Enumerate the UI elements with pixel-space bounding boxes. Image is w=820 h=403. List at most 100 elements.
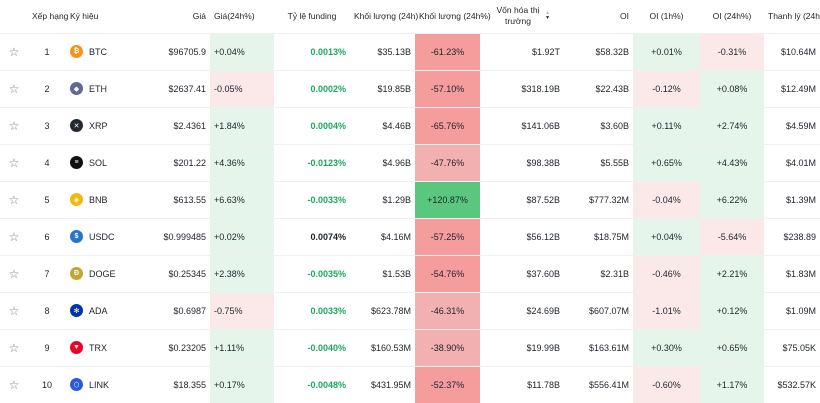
price-cell: $201.22 <box>142 143 210 181</box>
table-row[interactable]: ☆ 2 ◆ ETH $2637.41 -0.05% 0.0002% $19.85B -57.10… <box>0 69 820 107</box>
volume-change-cell: -52.37% <box>415 365 480 403</box>
favorite-star-icon[interactable]: ☆ <box>8 44 20 59</box>
price-cell: $18.355 <box>142 365 210 403</box>
volume-cell: $35.13B <box>350 32 415 70</box>
symbol-cell[interactable]: Ð DOGE <box>70 267 138 280</box>
market-cap-cell: $141.06B <box>480 106 564 144</box>
favorite-star-icon[interactable]: ☆ <box>8 118 20 133</box>
symbol-cell[interactable]: $ USDC <box>70 230 138 243</box>
price-cell: $0.6987 <box>142 291 210 329</box>
funding-rate-cell: 0.0013% <box>274 32 350 70</box>
price-change-cell: +0.04% <box>210 32 274 70</box>
xrp-icon: ✕ <box>70 119 83 132</box>
oi-24h-cell: -0.31% <box>700 32 764 70</box>
table-row[interactable]: ☆ 4 ≡ SOL $201.22 +4.36% -0.0123% $4.96B -47.76%… <box>0 143 820 181</box>
funding-rate-cell: -0.0033% <box>274 180 350 218</box>
rank-cell: 7 <box>28 254 66 292</box>
table-row[interactable]: ☆ 6 $ USDC $0.999485 +0.02% 0.0074% $4.16M -57.2… <box>0 217 820 255</box>
dogecoin-icon: Ð <box>70 267 83 280</box>
oi-24h-cell: +2.74% <box>700 106 764 144</box>
cardano-icon: ✻ <box>70 304 83 317</box>
header-liquidation-24h[interactable]: Thanh lý (24h) <box>768 11 820 22</box>
table-row[interactable]: ☆ 3 ✕ XRP $2.4361 +1.84% 0.0004% $4.46B -65.76% $… <box>0 106 820 144</box>
market-cap-cell: $11.78B <box>480 365 564 403</box>
table-row[interactable]: ☆ 8 ✻ ADA $0.6987 -0.75% 0.0033% $623.78M -46.31… <box>0 291 820 329</box>
symbol-cell[interactable]: ▼ TRX <box>70 341 138 354</box>
open-interest-cell: $22.43B <box>564 69 633 107</box>
favorite-star-icon[interactable]: ☆ <box>8 303 20 318</box>
favorite-star-icon[interactable]: ☆ <box>8 192 20 207</box>
header-volume-24h[interactable]: Khối lượng (24h) <box>354 11 419 22</box>
favorite-star-icon[interactable]: ☆ <box>8 155 20 170</box>
symbol-label: ADA <box>89 305 108 316</box>
price-change-cell: +1.11% <box>210 328 274 366</box>
liquidation-cell: $12.49M <box>764 69 820 107</box>
liquidation-cell: $1.09M <box>764 291 820 329</box>
header-market-cap[interactable]: Vốn hóa thị trường ▲ ▼ <box>480 0 564 33</box>
oi-24h-cell: +1.17% <box>700 365 764 403</box>
liquidation-cell: $10.64M <box>764 32 820 70</box>
volume-cell: $431.95M <box>350 365 415 403</box>
volume-cell: $160.53M <box>350 328 415 366</box>
header-oi-1h[interactable]: OI (1h%) <box>649 11 684 22</box>
table-row[interactable]: ☆ 7 Ð DOGE $0.25345 +2.38% -0.0035% $1.53B -54.7… <box>0 254 820 292</box>
volume-cell: $1.53B <box>350 254 415 292</box>
funding-rate-cell: -0.0048% <box>274 365 350 403</box>
volume-change-cell: -61.23% <box>415 32 480 70</box>
oi-1h-cell: -0.04% <box>633 180 700 218</box>
volume-change-cell: +120.87% <box>415 180 480 218</box>
funding-rate-cell: 0.0033% <box>274 291 350 329</box>
volume-cell: $623.78M <box>350 291 415 329</box>
symbol-cell[interactable]: ⬡ LINK <box>70 378 138 392</box>
table-header-row: Xếp hạng Ký hiệu Giá Giá(24h%) Tỷ lệ fun… <box>0 0 820 33</box>
table-row[interactable]: ☆ 1 ₿ BTC $96705.9 +0.04% 0.0013% $35.13B -61.23… <box>0 32 820 70</box>
open-interest-cell: $58.32B <box>564 32 633 70</box>
sort-icon[interactable]: ▲ ▼ <box>545 10 550 22</box>
volume-change-cell: -57.25% <box>415 217 480 255</box>
symbol-cell[interactable]: ✕ XRP <box>70 119 138 132</box>
funding-rate-cell: -0.0035% <box>274 254 350 292</box>
oi-24h-cell: +0.08% <box>700 69 764 107</box>
oi-1h-cell: -0.46% <box>633 254 700 292</box>
solana-icon: ≡ <box>70 156 83 169</box>
favorite-star-icon[interactable]: ☆ <box>8 266 20 281</box>
tron-icon: ▼ <box>70 341 83 354</box>
oi-24h-cell: +0.65% <box>700 328 764 366</box>
oi-1h-cell: +0.30% <box>633 328 700 366</box>
table-row[interactable]: ☆ 5 ◈ BNB $613.55 +6.63% -0.0033% $1.29B +120.87… <box>0 180 820 218</box>
favorite-star-icon[interactable]: ☆ <box>8 340 20 355</box>
header-funding-rate[interactable]: Tỷ lệ funding <box>287 11 337 22</box>
header-oi-24h[interactable]: OI (24h%) <box>712 11 752 22</box>
favorite-star-icon[interactable]: ☆ <box>8 81 20 96</box>
volume-change-cell: -47.76% <box>415 143 480 181</box>
header-symbol[interactable]: Ký hiệu <box>70 11 99 22</box>
symbol-cell[interactable]: ₿ BTC <box>70 45 138 58</box>
table-row[interactable]: ☆ 10 ⬡ LINK $18.355 +0.17% -0.0048% $431.95M -52… <box>0 365 820 403</box>
header-volume-change-24h[interactable]: Khối lượng (24h%) <box>419 11 491 22</box>
symbol-cell[interactable]: ✻ ADA <box>70 304 138 317</box>
liquidation-cell: $532.57K <box>764 365 820 403</box>
symbol-cell[interactable]: ◆ ETH <box>70 82 138 95</box>
symbol-label: BTC <box>89 46 107 57</box>
funding-rate-cell: 0.0004% <box>274 106 350 144</box>
rank-cell: 6 <box>28 217 66 255</box>
open-interest-cell: $3.60B <box>564 106 633 144</box>
rank-cell: 3 <box>28 106 66 144</box>
header-change-24h[interactable]: Giá(24h%) <box>214 11 255 22</box>
symbol-label: BNB <box>89 194 108 205</box>
price-change-cell: -0.75% <box>210 291 274 329</box>
header-price[interactable]: Giá <box>192 11 206 22</box>
price-change-cell: +0.02% <box>210 217 274 255</box>
header-rank[interactable]: Xếp hạng <box>32 11 69 22</box>
open-interest-cell: $163.61M <box>564 328 633 366</box>
favorite-star-icon[interactable]: ☆ <box>8 377 20 392</box>
table-row[interactable]: ☆ 9 ▼ TRX $0.23205 +1.11% -0.0040% $160.53M -38.… <box>0 328 820 366</box>
chainlink-icon: ⬡ <box>70 378 83 392</box>
header-open-interest[interactable]: OI <box>620 11 629 22</box>
price-change-cell: +6.63% <box>210 180 274 218</box>
favorite-star-icon[interactable]: ☆ <box>8 229 20 244</box>
price-cell: $0.999485 <box>142 217 210 255</box>
symbol-cell[interactable]: ≡ SOL <box>70 156 138 169</box>
symbol-cell[interactable]: ◈ BNB <box>70 193 138 206</box>
